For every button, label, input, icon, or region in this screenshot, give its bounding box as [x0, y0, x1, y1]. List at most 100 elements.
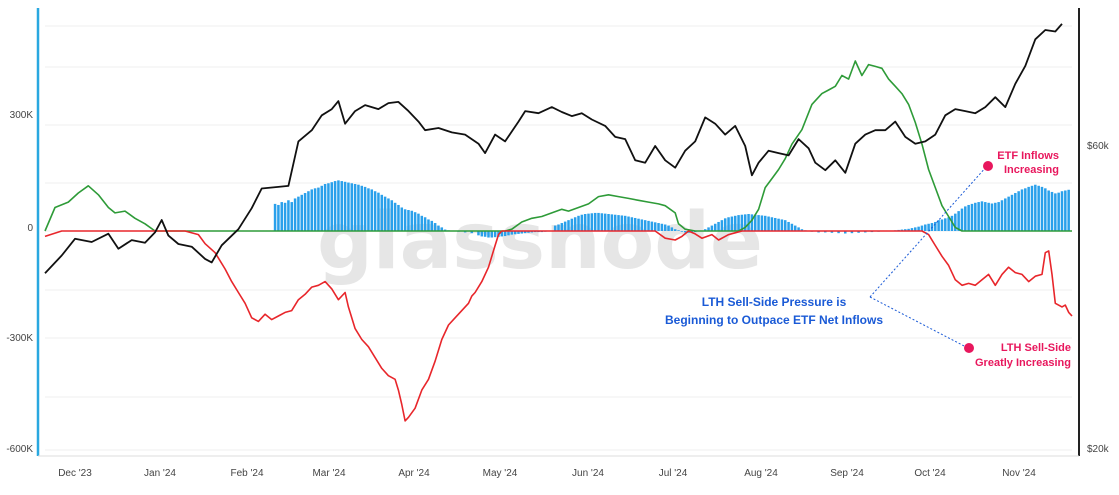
etf-flow-bar	[527, 231, 530, 233]
etf-flow-bar	[1027, 186, 1030, 231]
etf-flow-bar	[904, 229, 907, 231]
etf-flow-bar	[830, 231, 834, 233]
etf-flow-bar	[720, 220, 724, 231]
etf-flow-bar	[970, 203, 974, 232]
etf-flow-bar	[727, 217, 730, 231]
x-tick-label: Nov '24	[1002, 468, 1036, 479]
etf-flow-bar	[770, 217, 774, 231]
etf-flow-bar	[503, 231, 507, 237]
etf-flow-bar	[947, 217, 950, 231]
etf-flow-bar	[420, 215, 424, 231]
etf-flow-bar	[353, 183, 357, 231]
etf-flow-bar	[707, 227, 710, 231]
etf-flow-bar	[763, 215, 767, 231]
etf-flow-bar	[914, 227, 917, 231]
connector-lth	[869, 296, 969, 349]
etf-flow-bar	[597, 212, 600, 231]
etf-flow-bar	[737, 215, 740, 231]
etf-flow-bar	[1037, 185, 1040, 231]
etf-flow-bar	[760, 215, 764, 231]
etf-flow-bar	[743, 214, 747, 231]
etf-flow-bars	[273, 180, 1070, 238]
etf-flow-bar	[1040, 186, 1044, 231]
etf-flow-bar	[997, 202, 1000, 231]
etf-flow-bar	[430, 220, 434, 231]
etf-flow-bar	[944, 218, 947, 231]
etf-flow-bar	[573, 217, 577, 231]
etf-flow-bar	[570, 218, 574, 231]
etf-flow-bar	[650, 221, 654, 231]
etf-flow-bar	[620, 215, 624, 231]
etf-flow-bar	[640, 219, 644, 231]
etf-flow-bar	[500, 231, 504, 237]
annotation-center-line: LTH Sell-Side Pressure is	[702, 295, 847, 309]
etf-marker-dot	[983, 161, 993, 171]
etf-flow-bar	[427, 219, 430, 231]
etf-flow-bar	[580, 214, 584, 231]
y-left-tick-label: -600K	[6, 444, 33, 455]
etf-flow-bar	[1054, 193, 1057, 231]
etf-flow-bar	[753, 214, 757, 231]
etf-flow-bar	[797, 227, 800, 231]
etf-flow-bar	[363, 186, 367, 231]
x-tick-label: Jun '24	[572, 468, 604, 479]
etf-flow-bar	[437, 225, 440, 231]
etf-flow-bar	[773, 217, 777, 231]
etf-flow-bar	[617, 215, 620, 231]
etf-flow-bar	[730, 216, 734, 231]
etf-flow-bar	[480, 231, 484, 237]
etf-flow-bar	[577, 215, 580, 231]
etf-flow-bar	[924, 224, 927, 231]
etf-flow-bar	[717, 221, 720, 231]
etf-flow-bar	[283, 202, 287, 231]
tick-labels: Dec '23 Jan '24 Feb '24 Mar '24 Apr '24 May '…	[6, 110, 1109, 479]
y-right-tick-label: $20k	[1087, 444, 1110, 455]
etf-flow-bar	[483, 231, 487, 237]
etf-flow-bar	[940, 219, 944, 231]
etf-flow-bar	[303, 193, 307, 231]
lth-sell-side-line	[44, 230, 1073, 422]
etf-flow-bar	[510, 231, 514, 235]
etf-flow-bar	[470, 231, 474, 234]
etf-flow-bar	[837, 231, 840, 234]
lth-marker-dot	[964, 343, 974, 353]
etf-flow-bar	[1050, 191, 1054, 231]
axes	[36, 8, 1080, 457]
etf-flow-bar	[844, 231, 847, 234]
etf-flow-bar	[370, 189, 374, 231]
etf-flow-bar	[487, 231, 490, 238]
etf-flow-bar	[413, 212, 417, 231]
x-tick-label: Sep '24	[830, 468, 864, 479]
etf-flow-bar	[337, 180, 340, 231]
etf-flow-bar	[347, 182, 350, 231]
etf-flow-bar	[954, 213, 957, 231]
etf-flow-bar	[523, 231, 527, 234]
etf-flow-bar	[1017, 191, 1020, 231]
etf-flow-bar	[410, 210, 414, 231]
etf-flow-bar	[557, 224, 560, 231]
etf-flow-bar	[670, 227, 674, 231]
etf-flow-bar	[937, 220, 940, 231]
etf-flow-bar	[603, 213, 607, 231]
etf-flow-bar	[1044, 188, 1047, 231]
etf-flow-bar	[680, 231, 684, 232]
etf-flow-bar	[317, 187, 320, 231]
etf-flow-bar	[277, 204, 280, 231]
etf-flow-bar	[657, 223, 660, 231]
etf-flow-bar	[553, 225, 557, 231]
etf-flow-bar	[583, 214, 587, 231]
etf-flow-bar	[343, 181, 347, 231]
etf-flow-bar	[1047, 190, 1050, 231]
etf-flow-bar	[673, 229, 677, 231]
y-left-tick-label: -300K	[6, 333, 33, 344]
etf-flow-bar	[1010, 194, 1014, 231]
etf-flow-bar	[980, 201, 984, 231]
etf-flow-bar	[400, 207, 404, 231]
etf-flow-bar	[800, 229, 804, 231]
etf-flow-bar	[393, 202, 397, 231]
x-tick-label: Feb '24	[230, 468, 263, 479]
etf-flow-bar	[663, 224, 667, 231]
etf-flow-bar	[423, 217, 427, 231]
etf-flow-bar	[1030, 185, 1034, 231]
